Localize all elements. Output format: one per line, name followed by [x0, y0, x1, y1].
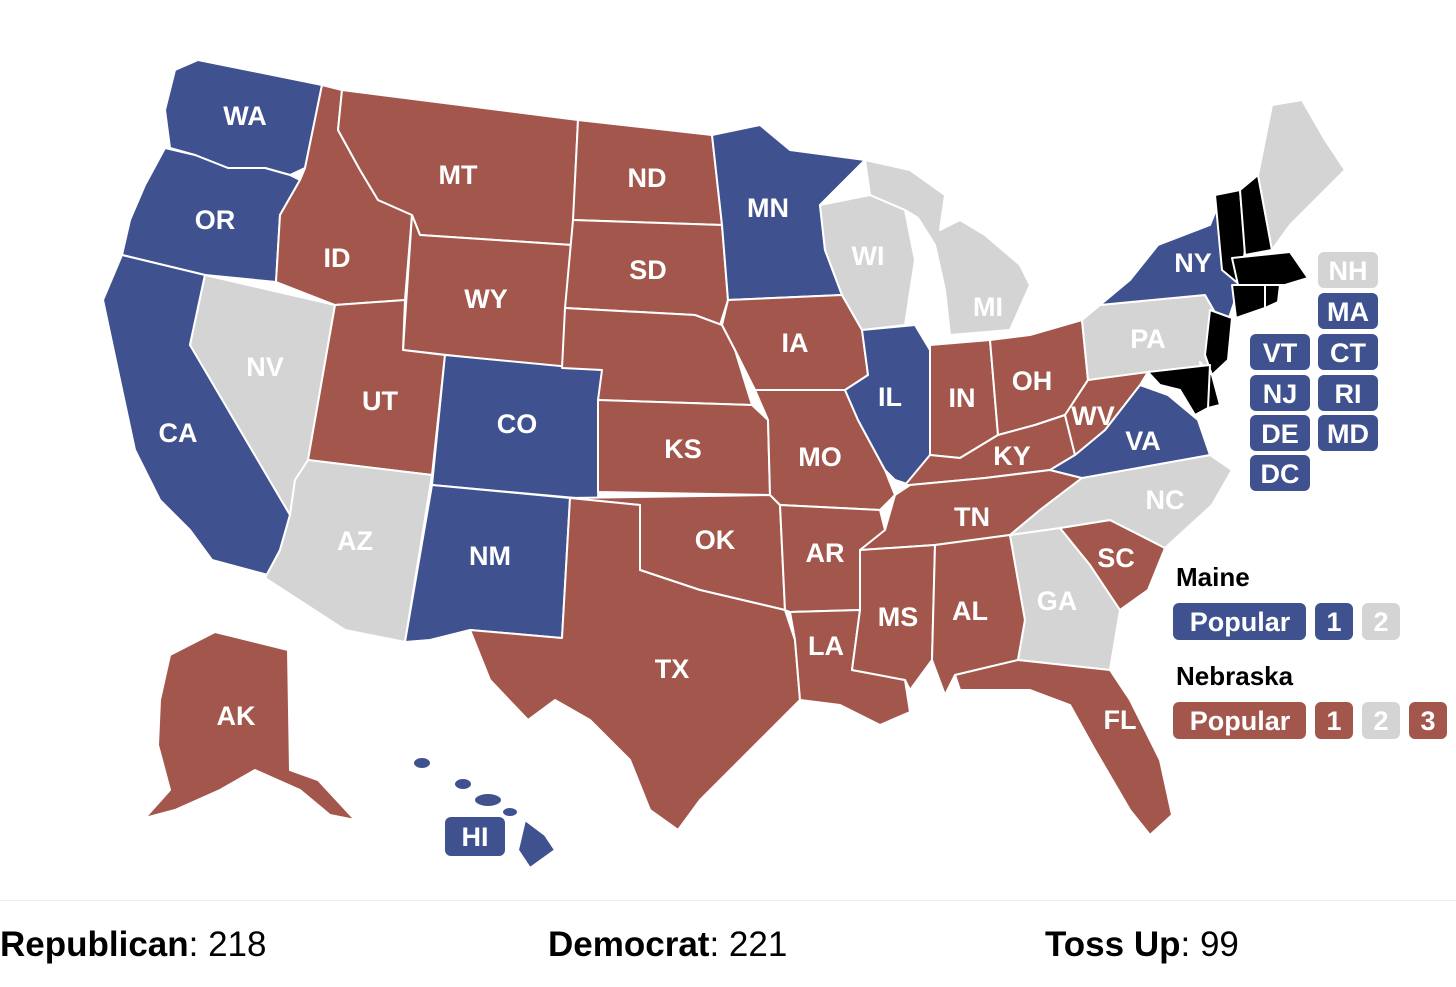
maine-district-2-button[interactable]: 2	[1362, 603, 1400, 640]
state-co[interactable]	[431, 354, 603, 501]
republican-total-colon: :	[188, 925, 209, 964]
state-ms[interactable]	[851, 544, 936, 691]
small-state-nh[interactable]: NH	[1318, 252, 1378, 288]
small-state-ri[interactable]: RI	[1318, 375, 1378, 411]
nebraska-district-2-button[interactable]: 2	[1362, 702, 1400, 739]
nebraska-district-3-button[interactable]: 3	[1409, 702, 1447, 739]
small-state-dc[interactable]: DC	[1250, 455, 1310, 491]
small-state-vt[interactable]: VT	[1250, 334, 1310, 370]
state-nd[interactable]	[572, 119, 723, 226]
nebraska-district-1-button[interactable]: 1	[1315, 702, 1353, 739]
republican-total: Republican: 218	[0, 925, 267, 965]
republican-total-value: 218	[208, 925, 267, 964]
tossup-total: Toss Up: 99	[1045, 925, 1239, 965]
state-ks[interactable]	[597, 399, 771, 496]
state-fl[interactable]	[954, 659, 1173, 836]
state-hi[interactable]	[412, 756, 556, 869]
state-me[interactable]	[1257, 99, 1346, 251]
state-ct[interactable]	[1231, 284, 1266, 319]
state-nm[interactable]	[404, 484, 571, 643]
maine-title: Maine	[1176, 562, 1250, 592]
state-az[interactable]	[264, 459, 433, 643]
nebraska-popular-button[interactable]: Popular	[1173, 702, 1306, 739]
maine-districts: Maine Popular 1 2	[1173, 562, 1400, 640]
us-electoral-map: WA OR CA NV ID MT WY UT AZ CO NM ND SD K…	[102, 59, 1447, 869]
democrat-total: Democrat: 221	[548, 925, 787, 965]
state-nj[interactable]	[1204, 309, 1233, 376]
maine-district-1-button[interactable]: 1	[1315, 603, 1353, 640]
republican-total-label: Republican	[0, 925, 189, 964]
nebraska-title: Nebraska	[1176, 661, 1294, 691]
small-state-nj[interactable]: NJ	[1250, 375, 1310, 411]
maine-popular-button[interactable]: Popular	[1173, 603, 1306, 640]
democrat-total-value: 221	[728, 925, 788, 964]
state-il[interactable]	[844, 324, 931, 486]
democrat-total-colon: :	[709, 925, 729, 964]
tossup-total-colon: :	[1180, 925, 1200, 964]
nebraska-districts: Nebraska Popular 1 2 3	[1173, 661, 1447, 739]
small-state-md[interactable]: MD	[1318, 415, 1378, 451]
tossup-total-value: 99	[1199, 925, 1239, 964]
democrat-total-label: Democrat	[548, 925, 710, 964]
hi-label-box[interactable]: HI	[445, 817, 505, 856]
small-state-de[interactable]: DE	[1250, 415, 1310, 451]
state-ma[interactable]	[1231, 251, 1309, 286]
small-state-ma[interactable]: MA	[1318, 293, 1378, 329]
small-state-ct[interactable]: CT	[1318, 334, 1378, 370]
state-mi[interactable]	[864, 159, 1031, 336]
state-ri[interactable]	[1264, 284, 1281, 309]
electoral-totals: Republican: 218 Democrat: 221 Toss Up: 9…	[0, 900, 1456, 987]
state-md[interactable]	[1147, 364, 1211, 416]
tossup-total-label: Toss Up	[1045, 925, 1181, 964]
state-ak[interactable]	[144, 631, 356, 821]
